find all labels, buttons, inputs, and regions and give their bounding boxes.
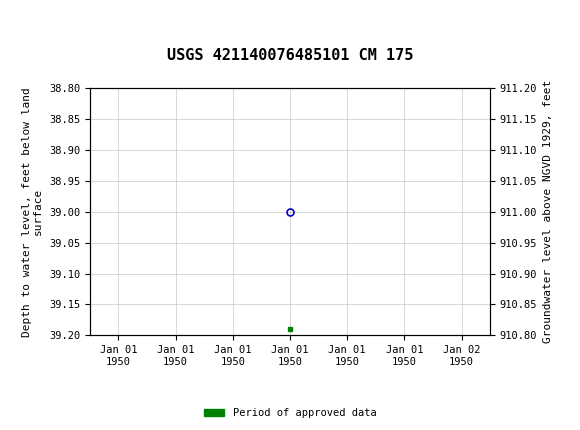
Text: USGS 421140076485101 CM 175: USGS 421140076485101 CM 175 [167,49,413,63]
Text: USGS: USGS [44,7,99,25]
Y-axis label: Depth to water level, feet below land
surface: Depth to water level, feet below land su… [22,87,44,337]
Bar [5,3,37,29]
Legend: Period of approved data: Period of approved data [200,404,380,423]
Y-axis label: Groundwater level above NGVD 1929, feet: Groundwater level above NGVD 1929, feet [543,80,553,344]
